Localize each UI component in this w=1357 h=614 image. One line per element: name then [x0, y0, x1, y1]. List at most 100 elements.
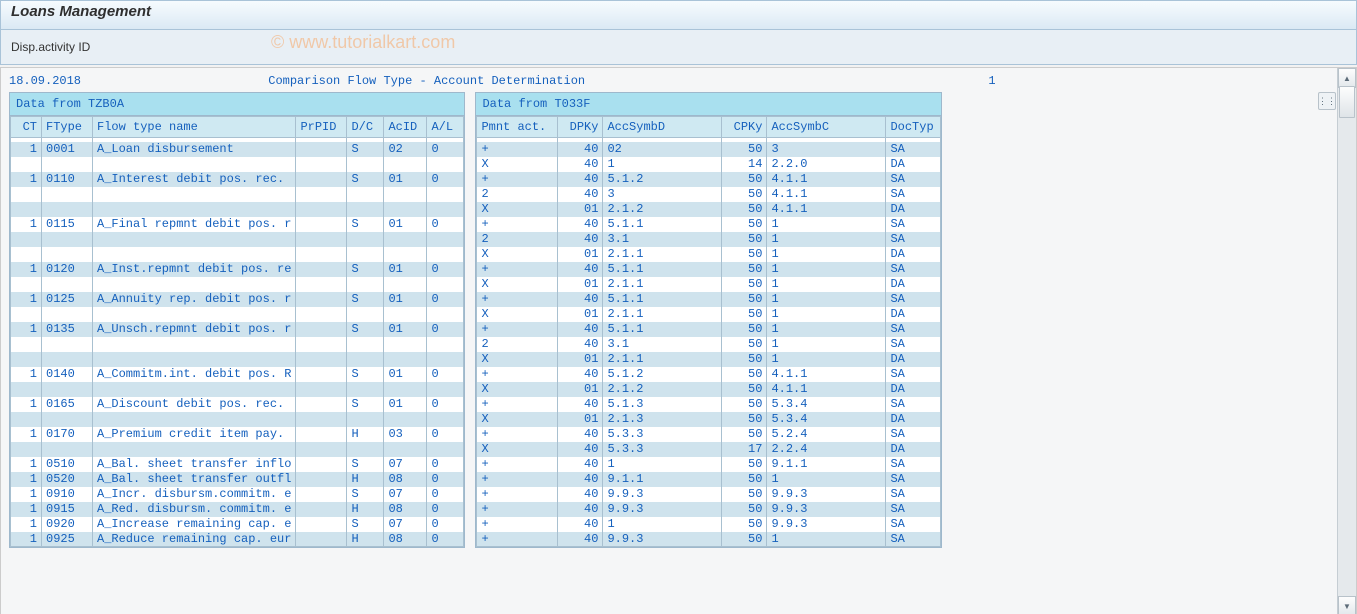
table-row[interactable] [11, 277, 464, 292]
table-row[interactable]: 10170A_Premium credit item pay.H030 [11, 427, 464, 442]
table-row[interactable]: 10920A_Increase remaining cap. eS070 [11, 517, 464, 532]
cell: + [477, 292, 558, 307]
table-row[interactable]: X012.1.1501DA [477, 247, 941, 262]
table-row[interactable]: +405.3.3505.2.4SA [477, 427, 941, 442]
table-row[interactable]: 10520A_Bal. sheet transfer outflH080 [11, 472, 464, 487]
cell: 2.1.1 [603, 307, 722, 322]
cell: 40 [558, 397, 603, 412]
cell: 40 [558, 157, 603, 172]
table-row[interactable]: 10135A_Unsch.repmnt debit pos. rS010 [11, 322, 464, 337]
table-row[interactable]: 10910A_Incr. disbursm.commitm. eS070 [11, 487, 464, 502]
cell: 0 [427, 472, 464, 487]
col-al: A/L [427, 117, 464, 138]
scroll-down-button[interactable]: ▼ [1338, 596, 1356, 614]
table-row[interactable]: 2403504.1.1SA [477, 187, 941, 202]
cell: X [477, 277, 558, 292]
table-row[interactable]: 10110A_Interest debit pos. rec.S010 [11, 172, 464, 187]
table-row[interactable] [11, 382, 464, 397]
table-row[interactable]: +4002503SA [477, 142, 941, 157]
table-row[interactable]: 10125A_Annuity rep. debit pos. rS010 [11, 292, 464, 307]
vertical-scrollbar[interactable]: ▲ ▼ [1337, 68, 1356, 614]
cell [296, 292, 347, 307]
scroll-up-button[interactable]: ▲ [1338, 68, 1356, 88]
cell: 5.2.4 [767, 427, 886, 442]
table-row[interactable]: 2403.1501SA [477, 232, 941, 247]
cell: 0140 [42, 367, 93, 382]
table-row[interactable] [11, 232, 464, 247]
cell: 4.1.1 [767, 187, 886, 202]
table-row[interactable]: 10001A_Loan disbursementS020 [11, 142, 464, 157]
table-row[interactable]: 10925A_Reduce remaining cap. eurH080 [11, 532, 464, 547]
table-row[interactable]: +409.1.1501SA [477, 472, 941, 487]
table-row[interactable]: X012.1.1501DA [477, 307, 941, 322]
cell: A_Incr. disbursm.commitm. e [93, 487, 296, 502]
left-panel: Data from TZB0A CTFTypeFlow type namePrP… [9, 92, 465, 548]
table-row[interactable] [11, 247, 464, 262]
table-row[interactable]: 10120A_Inst.repmnt debit pos. reS010 [11, 262, 464, 277]
table-row[interactable]: 10115A_Final repmnt debit pos. rS010 [11, 217, 464, 232]
cell: A_Discount debit pos. rec. [93, 397, 296, 412]
table-row[interactable]: X012.1.2504.1.1DA [477, 202, 941, 217]
cell [93, 412, 296, 427]
table-row[interactable]: 10165A_Discount debit pos. rec.S010 [11, 397, 464, 412]
table-row[interactable] [11, 337, 464, 352]
cell: 0120 [42, 262, 93, 277]
cell: A_Annuity rep. debit pos. r [93, 292, 296, 307]
scroll-thumb[interactable] [1339, 86, 1355, 118]
cell: 3 [767, 142, 886, 157]
cell [384, 442, 427, 457]
table-row[interactable]: +405.1.1501SA [477, 217, 941, 232]
cell: A_Increase remaining cap. e [93, 517, 296, 532]
cell: 0135 [42, 322, 93, 337]
table-row[interactable] [11, 157, 464, 172]
cell: 50 [722, 472, 767, 487]
table-row[interactable]: +405.1.3505.3.4SA [477, 397, 941, 412]
col-accd: AccSymbD [603, 117, 722, 138]
cell [347, 157, 384, 172]
table-row[interactable] [11, 187, 464, 202]
table-row[interactable]: X405.3.3172.2.4DA [477, 442, 941, 457]
table-row[interactable]: +401509.9.3SA [477, 517, 941, 532]
right-table: Pmnt act.DPKyAccSymbDCPKyAccSymbCDocTyp+… [476, 116, 941, 547]
table-row[interactable] [11, 442, 464, 457]
table-row[interactable]: X012.1.2504.1.1DA [477, 382, 941, 397]
table-row[interactable]: +409.9.3501SA [477, 532, 941, 547]
table-row[interactable]: +405.1.2504.1.1SA [477, 172, 941, 187]
table-row[interactable]: 10510A_Bal. sheet transfer infloS070 [11, 457, 464, 472]
cell: 1 [767, 217, 886, 232]
cell: 0510 [42, 457, 93, 472]
cell: SA [886, 427, 941, 442]
table-row[interactable]: +405.1.1501SA [477, 322, 941, 337]
col-name: Flow type name [93, 117, 296, 138]
cell: 40 [558, 472, 603, 487]
cell: SA [886, 322, 941, 337]
table-row[interactable] [11, 202, 464, 217]
scroll-track[interactable] [1338, 86, 1356, 598]
table-row[interactable]: +409.9.3509.9.3SA [477, 487, 941, 502]
table-row[interactable]: +405.1.1501SA [477, 292, 941, 307]
side-panel-toggle[interactable]: ⋮⋮ [1318, 92, 1336, 110]
table-row[interactable] [11, 307, 464, 322]
table-row[interactable]: 2403.1501SA [477, 337, 941, 352]
table-row[interactable]: 10915A_Red. disbursm. commitm. eH080 [11, 502, 464, 517]
cell: 9.9.3 [603, 487, 722, 502]
table-row[interactable]: +405.1.1501SA [477, 262, 941, 277]
cell: 1 [11, 427, 42, 442]
table-row[interactable]: X401142.2.0DA [477, 157, 941, 172]
table-row[interactable] [11, 412, 464, 427]
table-row[interactable]: 10140A_Commitm.int. debit pos. RS010 [11, 367, 464, 382]
cell: X [477, 442, 558, 457]
table-row[interactable]: X012.1.1501DA [477, 277, 941, 292]
table-row[interactable]: X012.1.3505.3.4DA [477, 412, 941, 427]
cell [296, 247, 347, 262]
table-row[interactable]: +409.9.3509.9.3SA [477, 502, 941, 517]
cell: DA [886, 412, 941, 427]
cell [347, 247, 384, 262]
table-row[interactable]: X012.1.1501DA [477, 352, 941, 367]
cell [427, 382, 464, 397]
table-row[interactable]: +401509.1.1SA [477, 457, 941, 472]
cell: X [477, 157, 558, 172]
table-row[interactable]: +405.1.2504.1.1SA [477, 367, 941, 382]
cell [11, 232, 42, 247]
table-row[interactable] [11, 352, 464, 367]
